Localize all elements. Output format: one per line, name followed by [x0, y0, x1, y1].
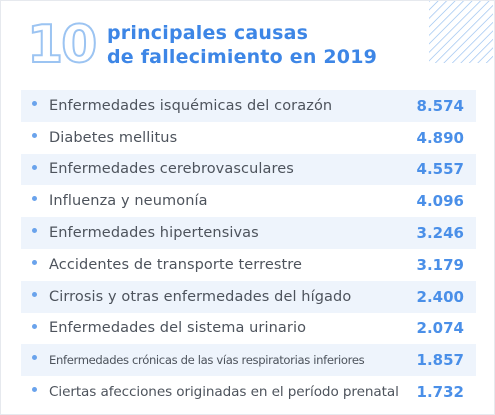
table-row: Ciertas afecciones originadas en el perí… [21, 376, 476, 408]
cause-name: Enfermedades hipertensivas [49, 225, 259, 242]
death-count: 4.096 [416, 192, 464, 211]
cause-name: Cirrosis y otras enfermedades del hígado [49, 288, 352, 305]
cause-name: Enfermedades crónicas de las vías respir… [49, 353, 365, 368]
bullet [32, 164, 37, 170]
bullet [32, 132, 37, 138]
bullet [32, 101, 37, 106]
cause-name: Enfermedades del sistema urinario [49, 320, 307, 337]
title: principales causas de fallecimiento en 2… [107, 21, 377, 69]
bullet [32, 291, 37, 297]
death-count: 1.732 [416, 383, 464, 402]
death-count: 2.400 [416, 287, 464, 306]
cause-name: Ciertas afecciones originadas en el perí… [49, 384, 399, 401]
bullet [32, 355, 37, 361]
cause-name: Enfermedades isquémicas del corazón [49, 97, 333, 114]
table-row: Cirrosis y otras enfermedades del hígado… [21, 280, 476, 313]
table-row: Accidentes de transporte terrestre 3.179 [21, 249, 476, 281]
table-row: Diabetes mellitus 4.890 [21, 122, 476, 154]
death-count: 4.557 [416, 160, 464, 179]
table-row: Enfermedades del sistema urinario 2.074 [21, 313, 476, 345]
death-count: 1.857 [416, 351, 464, 370]
table: Enfermedades isquémicas del corazón 8.574… [21, 90, 476, 408]
table-row: Enfermedades crónicas de las vías respir… [21, 344, 476, 377]
death-count: 3.179 [416, 255, 464, 274]
hatch-decoration [429, 1, 493, 63]
death-count: 3.246 [416, 224, 464, 243]
cause-name: Diabetes mellitus [49, 129, 178, 146]
bullet [32, 259, 37, 265]
bullet [32, 196, 37, 202]
title-line: principales causas [107, 22, 309, 44]
table-row: Enfermedades hipertensivas 3.246 [21, 217, 476, 249]
table-row: Enfermedades cerebrovasculares 4.557 [21, 153, 476, 186]
title-line: de fallecimiento en 2019 [107, 46, 378, 68]
bullet [32, 387, 37, 393]
table-row: Influenza y neumonía 4.096 [21, 185, 476, 217]
cause-name: Enfermedades cerebrovasculares [49, 161, 294, 178]
bullet [32, 323, 37, 329]
death-count: 2.074 [416, 319, 464, 338]
bullet [32, 228, 37, 234]
cause-name: Influenza y neumonía [49, 193, 208, 210]
big-number: 10 [26, 14, 98, 76]
death-count: 4.890 [416, 128, 464, 147]
table-row: Enfermedades isquémicas del corazón 8.574 [21, 90, 476, 122]
cause-name: Accidentes de transporte terrestre [49, 256, 303, 273]
death-count: 8.574 [416, 96, 464, 115]
